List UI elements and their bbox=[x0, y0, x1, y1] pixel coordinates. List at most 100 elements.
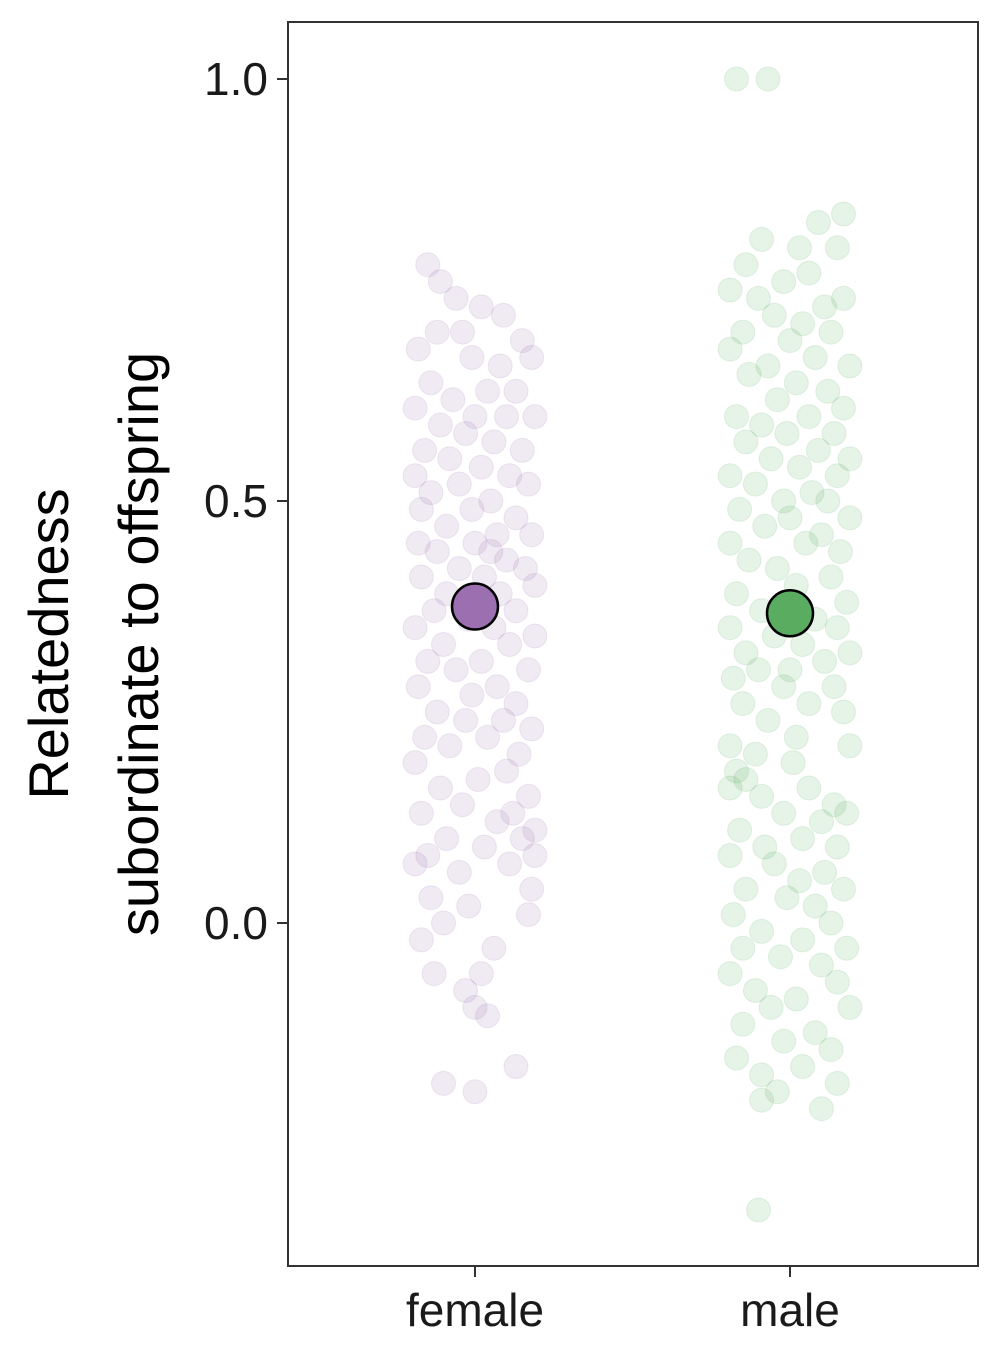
male-point bbox=[796, 260, 822, 286]
male-point bbox=[717, 733, 743, 759]
female-point bbox=[462, 994, 488, 1020]
male-point bbox=[752, 834, 778, 860]
female-point bbox=[456, 893, 482, 919]
female-point bbox=[522, 623, 548, 649]
female-point bbox=[490, 707, 516, 733]
male-point bbox=[796, 691, 822, 717]
male-point bbox=[764, 556, 790, 581]
male-point bbox=[771, 1028, 797, 1054]
male-point bbox=[837, 353, 863, 379]
male-point bbox=[802, 1020, 828, 1046]
female-point bbox=[478, 539, 504, 565]
male-point bbox=[809, 1096, 834, 1122]
female-point bbox=[421, 598, 447, 624]
male-point bbox=[733, 252, 759, 278]
male-point bbox=[809, 809, 834, 835]
female-point bbox=[468, 294, 494, 320]
female-point bbox=[446, 556, 472, 581]
female-point bbox=[462, 530, 488, 556]
female-point bbox=[431, 910, 456, 936]
female-point bbox=[519, 876, 545, 902]
female-point bbox=[408, 927, 434, 953]
female-point bbox=[500, 800, 526, 826]
male-point bbox=[780, 750, 806, 776]
male-point bbox=[809, 952, 834, 978]
female-point bbox=[453, 707, 479, 733]
male-point bbox=[818, 1037, 844, 1063]
male-point bbox=[749, 783, 775, 809]
male-point bbox=[831, 699, 856, 725]
female-point bbox=[408, 564, 434, 590]
male-point bbox=[790, 927, 816, 953]
male-point bbox=[724, 1045, 749, 1071]
male-point bbox=[787, 868, 812, 894]
male-point bbox=[837, 994, 863, 1020]
female-point bbox=[516, 657, 541, 683]
male-point bbox=[733, 640, 759, 666]
female-point bbox=[449, 792, 475, 818]
female-point bbox=[421, 961, 447, 987]
y-tick-label: 0.5 bbox=[204, 475, 268, 527]
female-point bbox=[484, 522, 510, 548]
female-point bbox=[512, 556, 538, 581]
female-point bbox=[427, 269, 453, 295]
male-point bbox=[761, 851, 787, 877]
male-point bbox=[758, 994, 784, 1020]
female-point bbox=[516, 902, 541, 928]
male-point bbox=[821, 792, 847, 818]
male-point bbox=[774, 885, 800, 911]
female-point bbox=[484, 674, 510, 700]
female-point bbox=[443, 285, 469, 311]
female-point bbox=[506, 741, 532, 767]
male-point bbox=[812, 648, 838, 674]
female-point bbox=[453, 421, 479, 446]
female-point bbox=[478, 488, 504, 514]
female-point bbox=[402, 463, 428, 489]
female-point bbox=[440, 387, 466, 413]
male-point bbox=[809, 522, 834, 548]
male-point bbox=[749, 1087, 775, 1113]
male-point bbox=[831, 876, 856, 902]
female-point bbox=[503, 691, 529, 717]
male-point bbox=[771, 800, 797, 826]
male-point bbox=[802, 345, 828, 370]
male-point bbox=[727, 817, 753, 843]
male-point bbox=[777, 328, 803, 354]
female-point bbox=[522, 404, 548, 430]
male-point bbox=[812, 859, 838, 885]
male-point bbox=[783, 724, 809, 750]
female-point bbox=[519, 716, 545, 742]
female-point bbox=[459, 682, 485, 708]
female-point bbox=[449, 319, 475, 345]
female-point bbox=[412, 437, 438, 463]
female-point bbox=[446, 471, 472, 497]
female-point bbox=[402, 851, 428, 877]
female-point bbox=[443, 657, 469, 683]
x-tick-label-female: female bbox=[406, 1284, 544, 1336]
male-point bbox=[796, 775, 822, 801]
female-point bbox=[427, 412, 453, 438]
female-point bbox=[509, 328, 535, 354]
male-point bbox=[831, 201, 856, 227]
female-point bbox=[497, 463, 523, 489]
female-point bbox=[503, 1054, 529, 1079]
female-point bbox=[522, 817, 548, 843]
female-point bbox=[490, 302, 516, 328]
male-point bbox=[717, 615, 743, 641]
male-point bbox=[717, 463, 743, 489]
male-point bbox=[771, 488, 797, 514]
female-point bbox=[494, 404, 519, 430]
male-point bbox=[736, 547, 762, 573]
male-point bbox=[815, 488, 841, 514]
male-point bbox=[764, 387, 790, 413]
male-point bbox=[717, 961, 743, 987]
male-point bbox=[818, 319, 844, 345]
female-mean-point bbox=[450, 582, 500, 631]
plot-panel bbox=[287, 21, 979, 1267]
female-point bbox=[503, 505, 529, 531]
male-point bbox=[812, 294, 838, 320]
female-point bbox=[446, 859, 472, 885]
female-point bbox=[405, 336, 431, 362]
male-point bbox=[730, 691, 756, 717]
male-point bbox=[746, 657, 771, 683]
